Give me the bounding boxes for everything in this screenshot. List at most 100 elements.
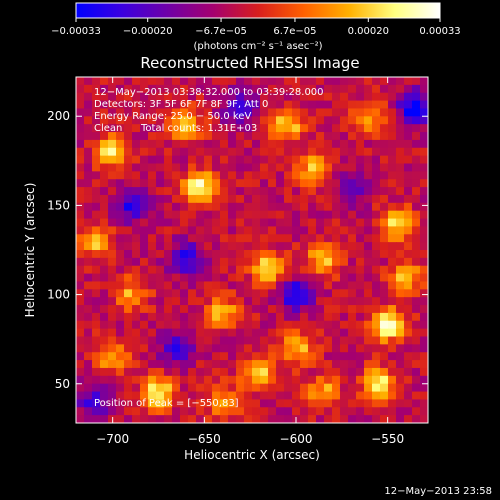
heatmap-cell <box>380 226 389 235</box>
heatmap-cell <box>364 163 373 172</box>
heatmap-cell <box>372 194 381 204</box>
heatmap-cell <box>380 108 389 117</box>
heatmap-cell <box>148 344 157 353</box>
heatmap-cell <box>316 84 325 94</box>
heatmap-cell <box>244 360 253 369</box>
heatmap-cell <box>156 399 165 408</box>
heatmap-cell <box>76 171 85 180</box>
heatmap-cell <box>364 281 373 290</box>
heatmap-cell <box>140 328 149 338</box>
heatmap-cell <box>252 218 261 228</box>
heatmap-cell <box>300 265 309 275</box>
heatmap-cell <box>124 77 133 86</box>
heatmap-cell <box>164 194 173 204</box>
heatmap-cell <box>412 218 421 228</box>
heatmap-cell <box>260 415 269 423</box>
heatmap-cell <box>364 242 373 251</box>
heatmap-cell <box>388 147 397 157</box>
heatmap-cell <box>372 344 381 353</box>
heatmap-cell <box>84 257 93 267</box>
heatmap-cell <box>196 399 205 408</box>
heatmap-cell <box>332 179 341 188</box>
heatmap-cell <box>132 194 141 204</box>
heatmap-cell <box>164 139 173 149</box>
heatmap-cell <box>260 328 269 338</box>
heatmap-cell <box>340 92 349 102</box>
heatmap-cell <box>204 108 213 117</box>
heatmap-cell <box>236 265 245 275</box>
heatmap-cell <box>164 77 173 86</box>
heatmap-cell <box>180 265 189 275</box>
heatmap-cell <box>196 218 205 228</box>
heatmap-cell <box>124 218 133 228</box>
heatmap-cell <box>420 415 428 423</box>
heatmap-cell <box>316 155 325 165</box>
heatmap-cell <box>204 297 213 306</box>
heatmap-cell <box>420 77 428 86</box>
heatmap-cell <box>276 124 285 133</box>
heatmap-cell <box>260 147 269 157</box>
heatmap-cell <box>108 281 117 290</box>
heatmap-cell <box>140 320 149 330</box>
heatmap-cell <box>276 305 285 314</box>
heatmap-cell <box>324 77 333 86</box>
heatmap-cell <box>204 312 213 322</box>
heatmap-cell <box>324 250 333 259</box>
heatmap-cell <box>364 391 373 401</box>
heatmap-cell <box>244 305 253 314</box>
heatmap-cell <box>244 250 253 259</box>
heatmap-cell <box>84 367 93 377</box>
heatmap-cell <box>396 124 405 133</box>
heatmap-cell <box>116 250 125 259</box>
heatmap-cell <box>324 124 333 133</box>
heatmap-cell <box>284 273 293 283</box>
heatmap-cell <box>92 305 101 314</box>
heatmap-cell <box>100 132 109 141</box>
heatmap-cell <box>140 155 149 165</box>
heatmap-cell <box>252 281 261 290</box>
heatmap-cell <box>364 132 373 141</box>
heatmap-cell <box>180 257 189 267</box>
heatmap-cell <box>124 305 133 314</box>
heatmap-cell <box>76 218 85 228</box>
heatmap-cell <box>380 360 389 369</box>
heatmap-cell <box>108 305 117 314</box>
heatmap-cell <box>140 305 149 314</box>
heatmap-cell <box>84 273 93 283</box>
heatmap-cell <box>76 297 85 306</box>
heatmap-cell <box>180 124 189 133</box>
heatmap-cell <box>140 77 149 86</box>
heatmap-cell <box>252 226 261 235</box>
heatmap-cell <box>196 367 205 377</box>
heatmap-cell <box>116 226 125 235</box>
heatmap-cell <box>76 194 85 204</box>
heatmap-cell <box>172 407 181 416</box>
heatmap-cell <box>300 415 309 423</box>
heatmap-cell <box>108 344 117 353</box>
heatmap-cell <box>380 116 389 125</box>
heatmap-cell <box>412 187 421 196</box>
heatmap-cell <box>132 124 141 133</box>
heatmap-cell <box>276 281 285 290</box>
heatmap-cell <box>124 147 133 157</box>
heatmap-cell <box>204 132 213 141</box>
heatmap-cell <box>140 336 149 345</box>
heatmap-cell <box>388 163 397 172</box>
heatmap-cell <box>164 202 173 212</box>
heatmap-cell <box>316 265 325 275</box>
heatmap-cell <box>116 360 125 369</box>
heatmap-cell <box>284 234 293 243</box>
heatmap-cell <box>196 179 205 188</box>
heatmap-cell <box>116 179 125 188</box>
heatmap-cell <box>276 289 285 298</box>
heatmap-cell <box>260 77 269 86</box>
heatmap-cell <box>260 179 269 188</box>
heatmap-cell <box>348 194 357 204</box>
heatmap-cell <box>316 383 325 393</box>
heatmap-cell <box>148 367 157 377</box>
heatmap-cell <box>292 297 301 306</box>
heatmap-cell <box>188 328 197 338</box>
heatmap-cell <box>372 171 381 180</box>
heatmap-cell <box>188 383 197 393</box>
heatmap-cell <box>380 194 389 204</box>
